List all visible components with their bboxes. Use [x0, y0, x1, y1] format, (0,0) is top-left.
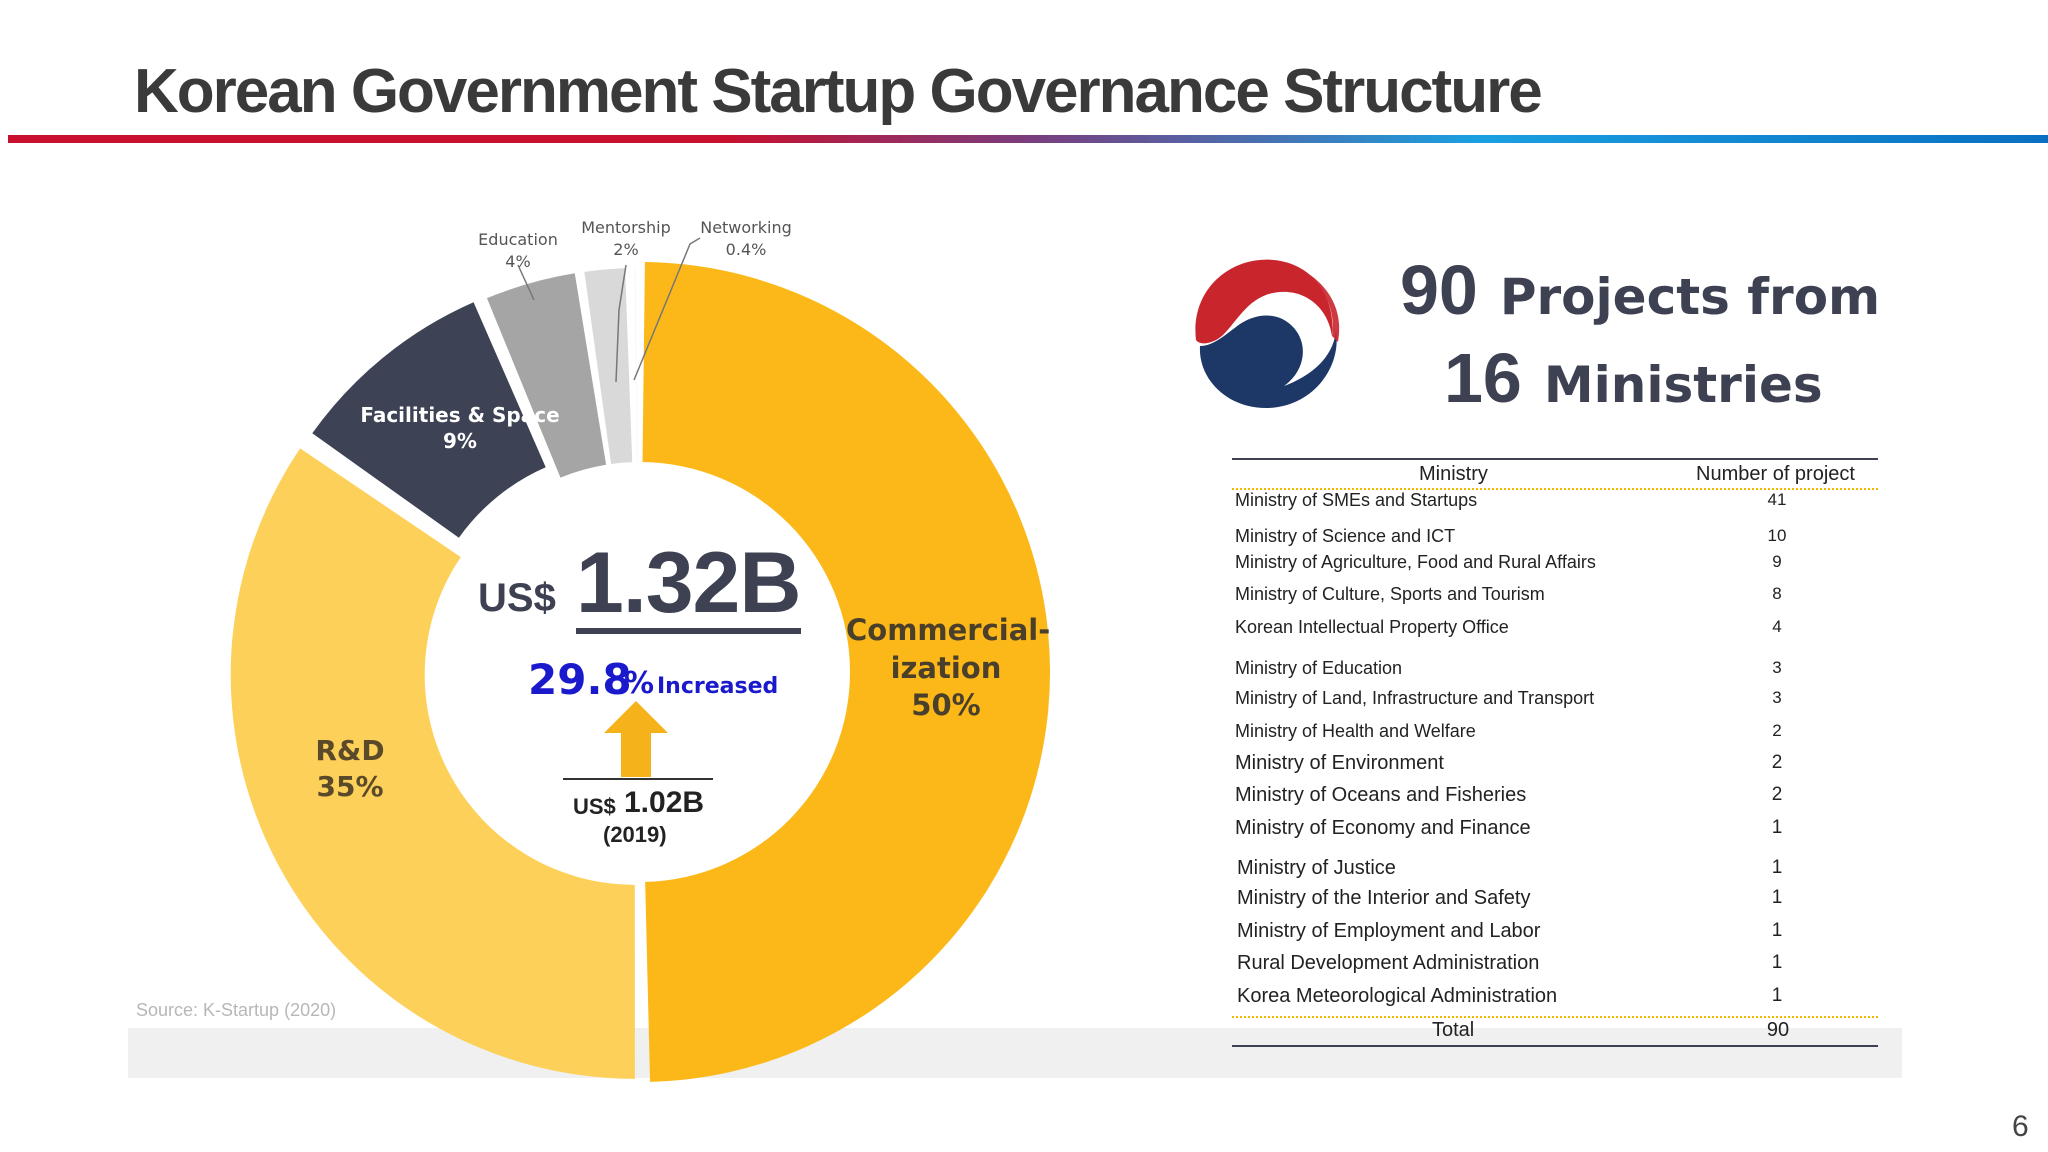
- table-row-ministry: Ministry of Education: [1235, 658, 1403, 678]
- networking-label: Networking 0.4%: [696, 217, 796, 260]
- total-currency: US$: [478, 576, 556, 620]
- facilities-label-pct: 9%: [443, 429, 477, 453]
- increase-arrow: [604, 701, 668, 777]
- table-header-count: Number of project: [1696, 463, 1855, 485]
- table-row-count: 9: [1772, 552, 1782, 571]
- projects-text: Projects from: [1499, 268, 1881, 326]
- table-row-ministry: Ministry of Employment and Labor: [1237, 920, 1541, 942]
- table-row-count: 2: [1772, 721, 1782, 740]
- title-underline: [8, 135, 2048, 143]
- mentorship-label: Mentorship 2%: [576, 217, 676, 260]
- previous-currency: US$: [573, 794, 616, 819]
- increase-label: Increased: [657, 674, 779, 699]
- table-row-count: 1: [1771, 952, 1783, 973]
- table-row-ministry: Ministry of Culture, Sports and Tourism: [1235, 584, 1545, 604]
- korea-government-emblem-icon: [1185, 252, 1343, 410]
- mentorship-label-pct: 2%: [613, 239, 639, 259]
- table-bottom-rule: [1232, 1045, 1878, 1047]
- table-row-ministry: Ministry of Environment: [1235, 752, 1444, 774]
- table-row-count: 1: [1771, 920, 1783, 941]
- table-row-count: 2: [1771, 784, 1783, 805]
- ministries-count: 16: [1444, 339, 1522, 417]
- previous-amount: 1.02B: [624, 786, 705, 819]
- table-header-ministry: Ministry: [1419, 463, 1488, 485]
- education-label-pct: 4%: [505, 251, 531, 271]
- mentorship-label-name: Mentorship: [581, 218, 671, 237]
- education-label: Education 4%: [468, 229, 568, 272]
- page-number: 6: [2012, 1110, 2029, 1143]
- projects-count: 90: [1400, 251, 1478, 329]
- mentorship-leader-line: [615, 264, 627, 383]
- table-row-count: 8: [1772, 584, 1782, 603]
- education-label-name: Education: [478, 230, 558, 249]
- commercialization-label-line2: ization: [890, 650, 1002, 685]
- commercialization-label-line1: Commercial-: [846, 613, 1051, 647]
- table-row-count: 4: [1772, 617, 1782, 636]
- commercialization-label-pct: 50%: [911, 688, 981, 723]
- source-note: Source: K-Startup (2020): [136, 1000, 337, 1020]
- ministries-text: Ministries: [1543, 356, 1823, 414]
- table-total-value: 90: [1766, 1019, 1790, 1041]
- table-row-ministry: Ministry of SMEs and Startups: [1235, 490, 1478, 510]
- increase-value: 29.8: [528, 655, 632, 704]
- projects-headline: 90 Projects from: [1400, 250, 1880, 330]
- table-row-count: 2: [1771, 752, 1783, 773]
- table-row-ministry: Ministry of Land, Infrastructure and Tra…: [1235, 688, 1595, 708]
- facilities-label: Facilities & Space 9%: [360, 402, 560, 454]
- table-row-ministry: Korean Intellectual Property Office: [1235, 617, 1509, 637]
- table-row-count: 1: [1771, 817, 1783, 838]
- table-row-ministry: Ministry of Economy and Finance: [1235, 817, 1531, 839]
- facilities-label-name: Facilities & Space: [360, 403, 560, 427]
- table-row-ministry: Ministry of the Interior and Safety: [1237, 887, 1531, 909]
- previous-divider: [563, 778, 713, 780]
- table-footer-rule: [1232, 1016, 1878, 1018]
- total-amount: 1.32B: [576, 540, 801, 634]
- ministries-headline: 16 Ministries: [1444, 338, 1823, 418]
- table-row-ministry: Ministry of Agriculture, Food and Rural …: [1235, 552, 1596, 572]
- previous-year: (2019): [603, 822, 667, 847]
- donut-slice-networking: [634, 268, 638, 463]
- increase-symbol: %: [624, 666, 655, 701]
- table-row-count: 3: [1772, 658, 1782, 677]
- footer-band: [128, 1028, 1902, 1078]
- networking-label-name: Networking: [700, 218, 792, 237]
- rnd-label: R&D 35%: [300, 733, 400, 806]
- table-row-count: 1: [1771, 887, 1783, 908]
- table-row-ministry: Ministry of Justice: [1237, 857, 1396, 879]
- rnd-label-name: R&D: [315, 734, 385, 767]
- table-header-rule: [1232, 488, 1878, 490]
- rnd-label-pct: 35%: [316, 770, 384, 804]
- table-row-ministry: Ministry of Science and ICT: [1235, 526, 1456, 546]
- table-row-count: 1: [1771, 985, 1783, 1006]
- table-top-rule: [1232, 458, 1878, 460]
- donut-slice-mentorship: [584, 268, 633, 465]
- table-row-ministry: Korea Meteorological Administration: [1237, 985, 1558, 1007]
- table-row-ministry: Ministry of Health and Welfare: [1235, 721, 1476, 741]
- table-row-count: 3: [1772, 688, 1782, 707]
- table-row-count: 1: [1771, 857, 1783, 878]
- table-row-count: 10: [1767, 526, 1787, 545]
- table-total-label: Total: [1432, 1019, 1475, 1041]
- donut-slice-rnd: [230, 448, 635, 1079]
- networking-label-pct: 0.4%: [725, 239, 767, 259]
- commercialization-label: Commercial- ization 50%: [846, 612, 1051, 725]
- table-row-ministry: Ministry of Oceans and Fisheries: [1235, 784, 1527, 806]
- table-row-count: 41: [1767, 490, 1787, 509]
- page-title: Korean Government Startup Governance Str…: [134, 57, 1543, 126]
- table-row-ministry: Rural Development Administration: [1237, 952, 1540, 974]
